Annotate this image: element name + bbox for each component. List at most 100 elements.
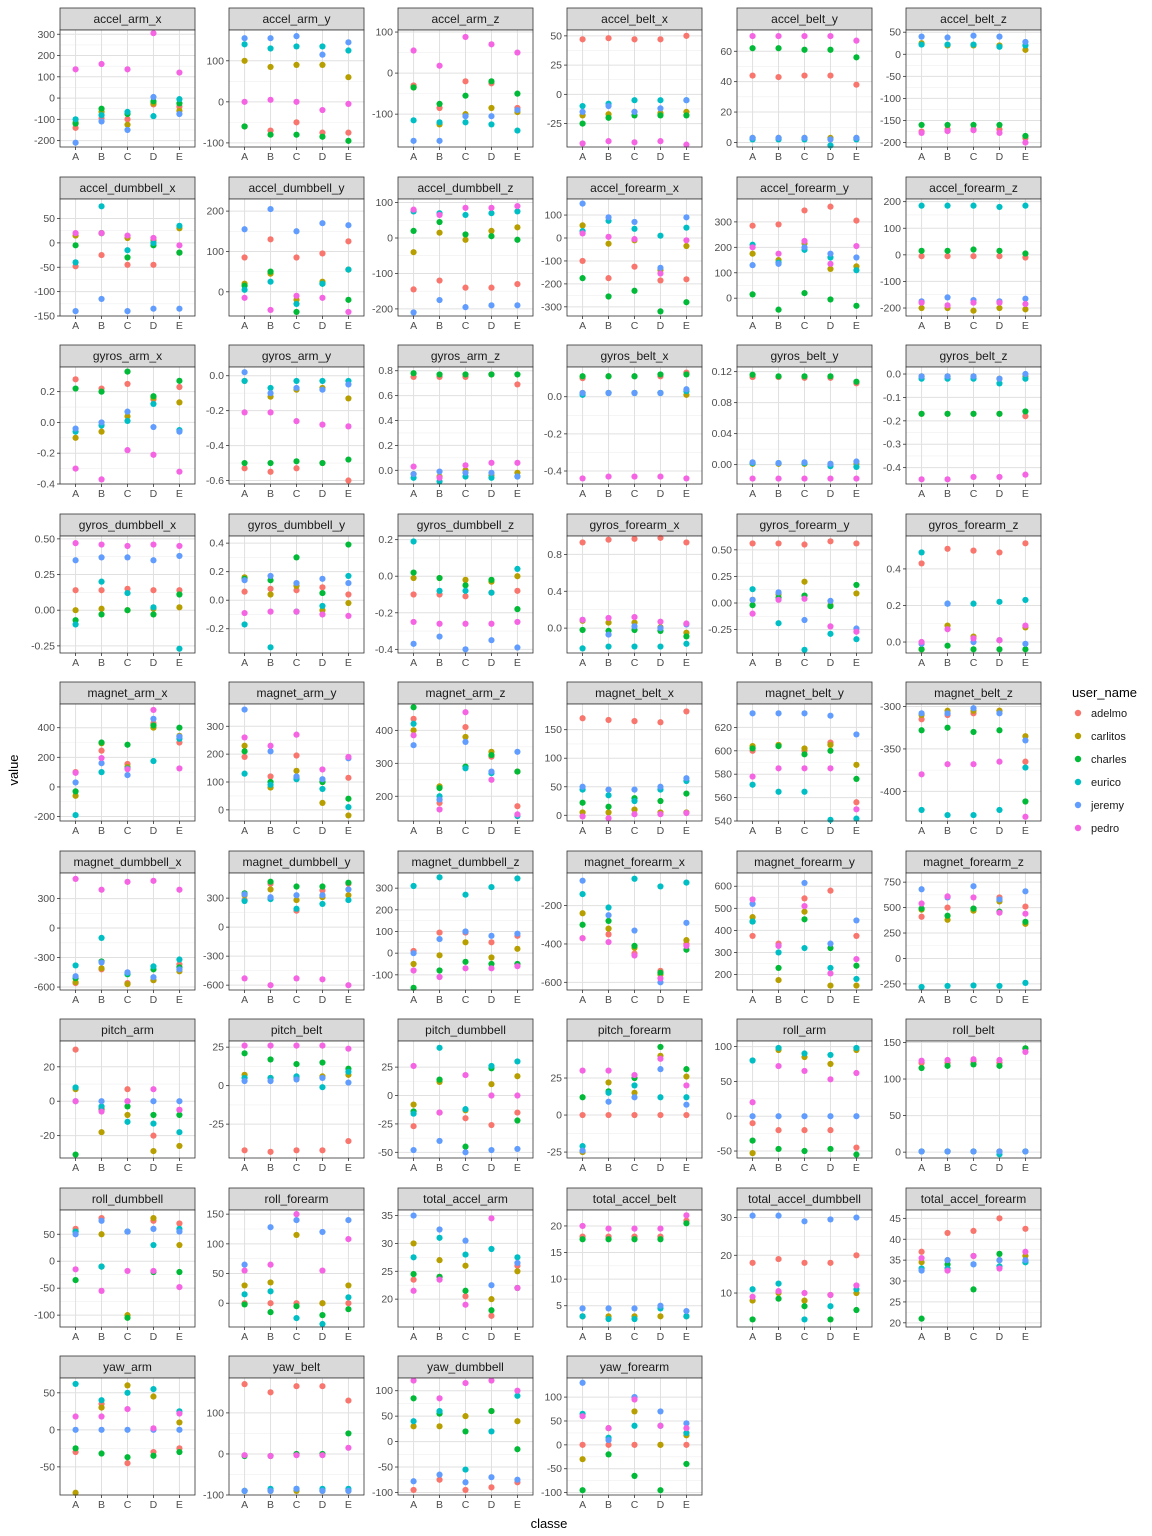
data-point-jeremy — [605, 389, 612, 397]
data-point-jeremy — [436, 935, 443, 943]
x-tick-label: D — [827, 825, 835, 837]
facet-strip-label: gyros_belt_x — [600, 349, 668, 363]
data-point-eurico — [267, 278, 274, 285]
data-point-charles — [970, 1061, 977, 1068]
y-tick-label: -350 — [880, 743, 901, 755]
y-tick-label: 0 — [218, 1298, 224, 1310]
data-point-carlitos — [775, 976, 782, 984]
data-point-carlitos — [488, 227, 495, 235]
data-point-jeremy — [683, 386, 690, 393]
x-tick-label: E — [514, 825, 521, 837]
data-point-pedro — [827, 970, 834, 977]
panel-border — [397, 198, 534, 317]
data-point-charles — [293, 458, 300, 465]
x-tick-label: B — [267, 488, 274, 500]
data-point-adelmo — [996, 253, 1003, 260]
data-point-jeremy — [605, 1436, 612, 1444]
data-point-jeremy — [98, 760, 105, 767]
x-tick-label: B — [436, 825, 443, 837]
x-tick-label: B — [775, 1331, 782, 1343]
data-point-charles — [801, 751, 808, 758]
y-tick-label: 0 — [387, 68, 393, 80]
data-point-eurico — [853, 463, 860, 471]
data-point-pedro — [631, 139, 638, 146]
data-point-pedro — [293, 608, 300, 615]
x-tick-label: D — [827, 1162, 835, 1174]
x-tick-label: E — [345, 1162, 352, 1174]
y-tick-label: -50 — [378, 1147, 393, 1159]
y-tick-label: 0 — [726, 1111, 732, 1123]
y-tick-label: -0.4 — [544, 466, 562, 478]
facet-strip-label: accel_belt_x — [601, 12, 668, 26]
y-tick-label: 0 — [49, 1424, 55, 1436]
data-point-pedro — [827, 475, 834, 482]
x-tick-label: A — [579, 657, 586, 669]
x-tick-label: C — [462, 994, 470, 1006]
x-tick-label: C — [124, 825, 132, 837]
y-tick-label: -0.1 — [883, 392, 901, 404]
y-tick-label: 0 — [895, 49, 901, 61]
x-tick-label: B — [944, 657, 951, 669]
x-tick-label: E — [176, 488, 183, 500]
data-point-eurico — [124, 247, 131, 254]
data-point-adelmo — [853, 1252, 860, 1259]
panel-border — [59, 1040, 196, 1159]
y-tick-label: -0.2 — [544, 428, 562, 440]
x-tick-label: D — [657, 1162, 665, 1174]
data-point-adelmo — [410, 591, 417, 598]
data-point-jeremy — [1022, 1148, 1029, 1155]
panel-border — [228, 366, 365, 485]
data-point-charles — [801, 1303, 808, 1310]
data-point-eurico — [150, 963, 157, 970]
y-tick-label: 0.0 — [378, 571, 393, 583]
data-point-jeremy — [488, 113, 495, 120]
data-point-charles — [970, 121, 977, 129]
data-point-pedro — [801, 595, 808, 602]
data-point-carlitos — [1022, 733, 1029, 740]
data-point-pedro — [488, 204, 495, 211]
data-point-charles — [514, 371, 521, 378]
data-point-charles — [436, 967, 443, 974]
x-tick-label: E — [853, 994, 860, 1006]
data-point-eurico — [319, 1084, 326, 1091]
data-point-jeremy — [683, 775, 690, 782]
data-point-pedro — [72, 66, 79, 73]
data-point-adelmo — [98, 251, 105, 259]
data-point-charles — [72, 1445, 79, 1452]
data-point-eurico — [319, 280, 326, 287]
data-point-eurico — [1022, 979, 1029, 986]
data-point-adelmo — [267, 1300, 274, 1307]
data-point-carlitos — [410, 574, 417, 582]
data-point-charles — [514, 90, 521, 97]
data-point-adelmo — [683, 1111, 690, 1119]
data-point-charles — [267, 459, 274, 467]
data-point-pedro — [514, 202, 521, 210]
y-tick-label: 300 — [37, 893, 55, 905]
x-tick-label: D — [996, 151, 1004, 163]
y-axis-title: value — [6, 754, 21, 785]
data-point-pedro — [970, 635, 977, 642]
panel-border — [397, 1377, 534, 1496]
data-point-carlitos — [514, 224, 521, 231]
data-point-eurico — [488, 474, 495, 481]
y-tick-label: 0.0 — [886, 637, 901, 649]
x-tick-label: E — [683, 151, 690, 163]
facet-strip-label: magnet_dumbbell_y — [242, 855, 350, 869]
data-point-charles — [683, 1460, 690, 1468]
data-point-charles — [319, 133, 326, 140]
data-point-eurico — [98, 578, 105, 585]
x-tick-label: C — [970, 657, 978, 669]
data-point-adelmo — [293, 465, 300, 472]
data-point-jeremy — [749, 710, 756, 717]
data-point-charles — [853, 1151, 860, 1158]
data-point-jeremy — [579, 1147, 586, 1154]
data-point-jeremy — [293, 773, 300, 780]
y-tick-label: 20 — [43, 1061, 55, 1073]
y-tick-label: -0.6 — [206, 475, 224, 487]
data-point-jeremy — [319, 386, 326, 393]
data-point-eurico — [579, 1313, 586, 1320]
data-point-adelmo — [241, 1147, 248, 1154]
